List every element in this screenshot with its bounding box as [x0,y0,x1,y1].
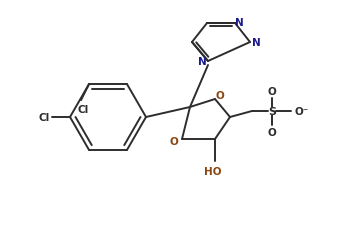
Text: O: O [268,87,276,97]
Text: N: N [198,57,206,67]
Text: O: O [268,127,276,137]
Text: N: N [252,38,260,48]
Text: O: O [170,136,178,146]
Text: S: S [268,106,276,117]
Text: Cl: Cl [77,105,89,115]
Text: Cl: Cl [38,112,50,122]
Text: N: N [234,18,243,28]
Text: O⁻: O⁻ [295,106,309,117]
Text: HO: HO [204,166,222,176]
Text: O: O [216,91,224,101]
